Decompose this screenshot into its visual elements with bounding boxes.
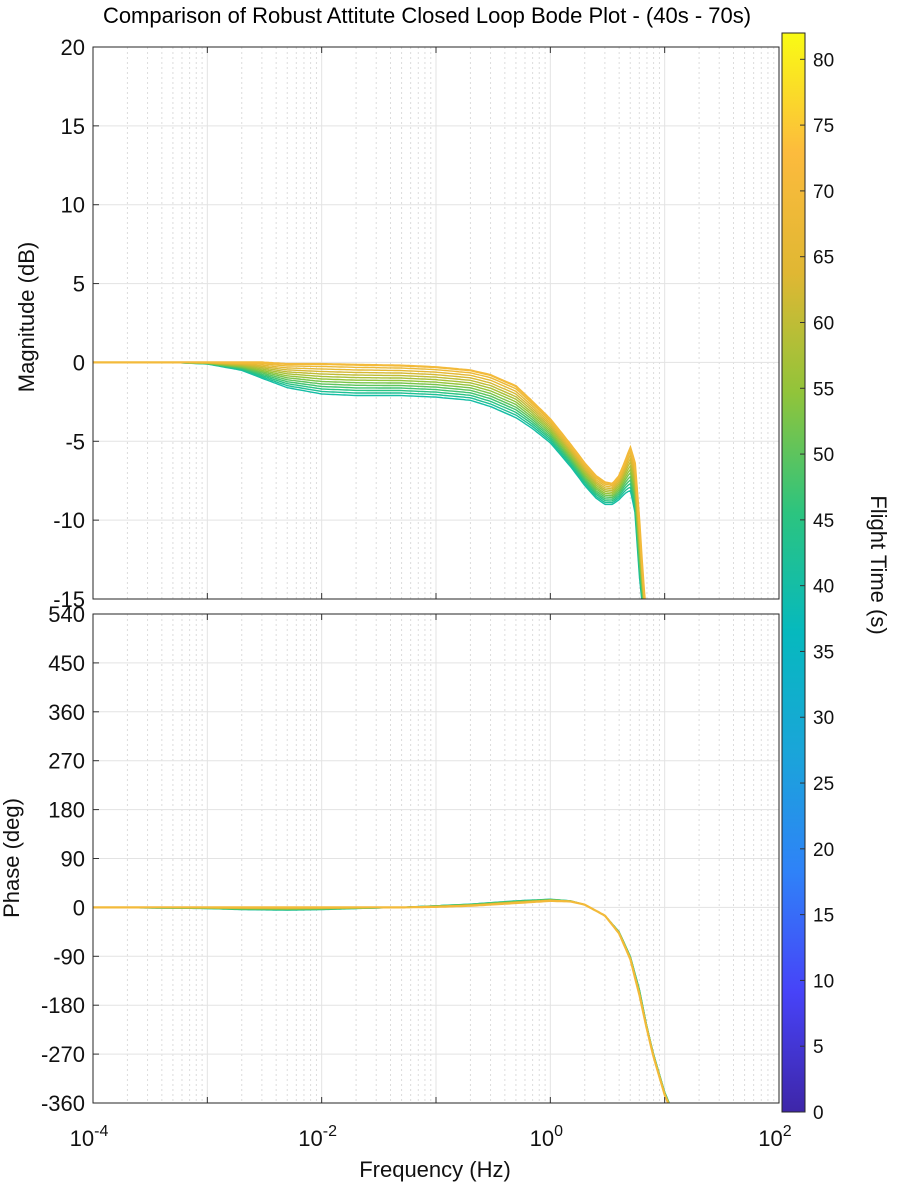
- magnitude-y-tick-label: 5: [73, 272, 85, 297]
- phase-y-tick-label: -270: [41, 1042, 85, 1067]
- x-tick-exponent: 0: [554, 1123, 563, 1140]
- magnitude-y-tick-label: 0: [73, 350, 85, 375]
- colorbar-tick-label: 40: [813, 577, 834, 598]
- magnitude-y-tick-label: 20: [61, 35, 85, 60]
- magnitude-axis-label: Magnitude (dB): [14, 242, 39, 392]
- phase-y-tick-label: 90: [61, 847, 85, 872]
- magnitude-series-line: [93, 361, 646, 599]
- magnitude-y-tick-label: -10: [53, 508, 85, 533]
- colorbar-tick-label: 0: [813, 1103, 824, 1124]
- colorbar-tick-label: 10: [813, 971, 834, 992]
- x-tick-label: 100: [530, 1123, 563, 1151]
- colorbar-tick-label: 50: [813, 445, 834, 466]
- x-tick-exponent: -2: [323, 1123, 337, 1140]
- phase-y-tick-label: 270: [48, 749, 85, 774]
- phase-y-tick-label: 540: [48, 602, 85, 627]
- colorbar-tick-label: 55: [813, 379, 834, 400]
- magnitude-y-tick-label: -5: [65, 429, 85, 454]
- colorbar-tick-label: 80: [813, 50, 834, 71]
- phase-curves: [93, 898, 670, 1103]
- x-tick-label: 10-4: [70, 1123, 109, 1151]
- phase-y-tick-label: 360: [48, 700, 85, 725]
- magnitude-y-tick-label: 10: [61, 193, 85, 218]
- phase-y-tick-label: 180: [48, 798, 85, 823]
- phase-frame: [92, 613, 780, 1104]
- x-tick-label: 102: [758, 1123, 791, 1151]
- x-tick-label: 10-2: [298, 1123, 337, 1151]
- colorbar-bar: [781, 32, 806, 1113]
- phase-y-tick-label: -180: [41, 993, 85, 1018]
- colorbar-tick-label: 15: [813, 906, 834, 927]
- magnitude-y-tick-label: -15: [53, 587, 85, 612]
- x-tick-exponent: 2: [783, 1123, 792, 1140]
- magnitude-axes: 20 15 10 5 0 -5 -10 -15: [53, 35, 780, 612]
- colorbar-tick-label: 45: [813, 511, 834, 532]
- colorbar-tick-label: 60: [813, 313, 834, 334]
- colorbar-tick-label: 30: [813, 708, 834, 729]
- colorbar-tick-label: 25: [813, 774, 834, 795]
- phase-series-line: [93, 899, 670, 1103]
- magnitude-y-tick-label: 15: [61, 114, 85, 139]
- colorbar-tick-label: 5: [813, 1037, 824, 1058]
- magnitude-frame: [92, 46, 780, 600]
- colorbar-tick-label: 75: [813, 116, 834, 137]
- phase-y-tick-label: 0: [73, 895, 85, 920]
- phase-axis-label: Phase (deg): [0, 798, 24, 918]
- phase-y-tick-label: 450: [48, 651, 85, 676]
- colorbar-tick-label: 20: [813, 840, 834, 861]
- colorbar-tick-label: 35: [813, 642, 834, 663]
- phase-y-tick-label: -90: [53, 944, 85, 969]
- colorbar-tick-label: 65: [813, 248, 834, 269]
- colorbar-label: Flight Time (s): [866, 495, 891, 634]
- x-tick-exponent: -4: [94, 1123, 108, 1140]
- x-axis-label: Frequency (Hz): [359, 1157, 511, 1182]
- colorbar: 0 5 10 15 20 25 30 35 40 45 50 55 60 65 70 75 80: [781, 32, 834, 1124]
- colorbar-tick-label: 70: [813, 182, 834, 203]
- chart-title: Comparison of Robust Attitute Closed Loo…: [103, 3, 751, 28]
- magnitude-curves: [93, 361, 646, 599]
- phase-y-tick-label: -360: [41, 1091, 85, 1116]
- phase-axes: 540 450 360 270 180 90 0 -90 -180 -270 -360 10-4 10-…: [41, 602, 792, 1151]
